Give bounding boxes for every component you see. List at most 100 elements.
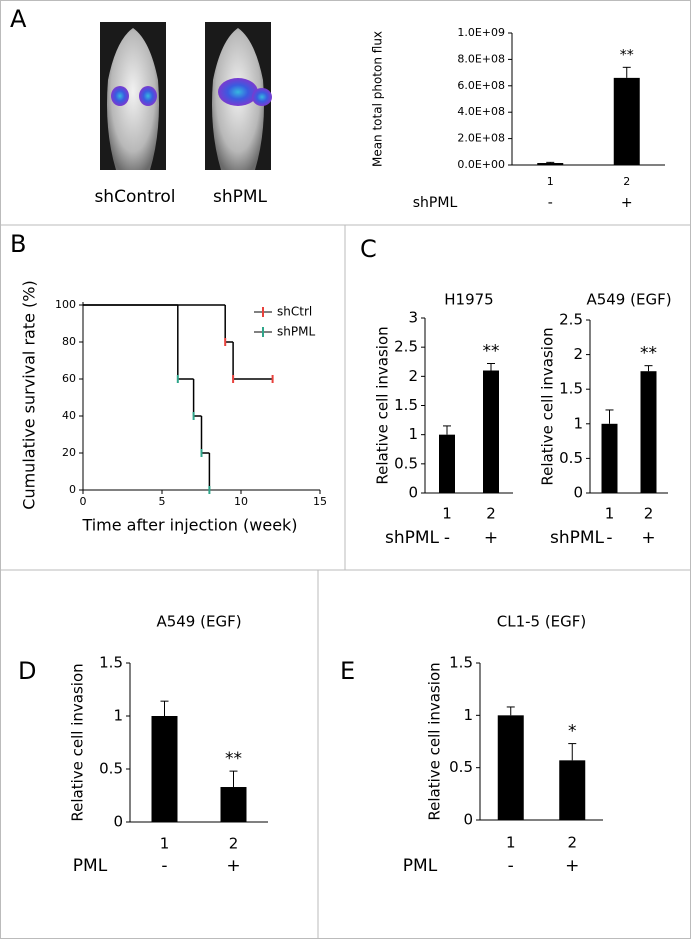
legend-label: shCtrl [277, 305, 312, 319]
x-axis-label: Time after injection (week) [81, 516, 297, 535]
y-tick-label: 2.5 [559, 311, 583, 329]
y-tick-label: 0 [463, 811, 473, 829]
panel-label: A [10, 5, 27, 33]
y-tick-label: 2 [408, 367, 418, 385]
x-tick-label: 2 [486, 505, 496, 523]
y-tick-label: 40 [62, 409, 76, 422]
group-value: + [641, 528, 655, 548]
y-tick-label: 0 [69, 483, 76, 496]
panel-label: B [10, 230, 26, 258]
group-value: - [444, 528, 450, 548]
bar [220, 787, 247, 822]
y-tick-label: 1 [463, 706, 473, 724]
x-tick-label: 15 [313, 495, 327, 508]
bar [613, 77, 640, 165]
significance: ** [225, 749, 242, 769]
group-value: + [565, 856, 579, 876]
y-tick-label: 2.5 [394, 338, 418, 356]
bar [537, 163, 564, 165]
y-axis-label: Relative cell invasion [426, 662, 444, 820]
y-tick-label: 3 [408, 309, 418, 327]
image-label: shControl [94, 187, 175, 207]
y-tick-label: 2 [573, 345, 583, 363]
legend-label: shPML [277, 325, 315, 339]
y-tick-label: 0 [573, 484, 583, 502]
y-axis-label: Mean total photon flux [371, 31, 385, 167]
y-tick-label: 1 [113, 707, 123, 725]
group-value: + [621, 195, 633, 211]
significance: ** [640, 344, 657, 364]
mouse-image [100, 22, 166, 170]
chart-title: A549 (EGF) [586, 291, 671, 309]
y-tick-label: 0.5 [559, 449, 583, 467]
y-tick-label: 1.5 [99, 654, 123, 672]
group-label: shPML [550, 528, 605, 548]
y-tick-label: 1 [573, 414, 583, 432]
group-label: PML [403, 856, 438, 876]
y-tick-label: 0.0E+00 [457, 158, 505, 171]
y-tick-label: 1.5 [449, 654, 473, 672]
x-tick-label: 5 [159, 495, 166, 508]
x-tick-label: 10 [234, 495, 248, 508]
group-label: PML [73, 856, 108, 876]
y-tick-label: 0.5 [99, 760, 123, 778]
y-tick-label: 0.5 [394, 454, 418, 472]
bar [601, 423, 618, 493]
y-tick-label: 1.5 [394, 396, 418, 414]
group-label: shPML [385, 528, 440, 548]
y-tick-label: 100 [55, 298, 76, 311]
y-tick-label: 1 [408, 425, 418, 443]
group-value: - [161, 856, 167, 876]
y-axis-label: Relative cell invasion [374, 326, 392, 484]
panel-label: D [18, 657, 36, 685]
image-label: shPML [213, 187, 268, 207]
group-value: + [226, 856, 240, 876]
y-axis-label: Relative cell invasion [69, 663, 87, 821]
x-tick-label: 1 [160, 835, 170, 853]
group-value: - [548, 195, 553, 211]
y-axis-label: Relative cell invasion [539, 327, 557, 485]
y-tick-label: 80 [62, 335, 76, 348]
bar [483, 370, 499, 493]
x-tick-label: 1 [506, 834, 516, 852]
bar [151, 716, 178, 822]
y-tick-label: 20 [62, 446, 76, 459]
x-tick-label: 2 [623, 175, 630, 188]
bar [640, 371, 657, 493]
x-tick-label: 1 [547, 175, 554, 188]
panel-label: C [360, 235, 377, 263]
bar [559, 760, 586, 820]
y-tick-label: 0.5 [449, 758, 473, 776]
bar [439, 434, 455, 493]
y-tick-label: 2.0E+08 [457, 132, 505, 145]
y-axis-label: Cumulative survival rate (%) [20, 280, 39, 509]
x-tick-label: 0 [80, 495, 87, 508]
mouse-image [205, 22, 272, 170]
y-tick-label: 0 [113, 813, 123, 831]
x-tick-label: 2 [229, 835, 239, 853]
group-label: shPML [413, 195, 458, 211]
significance: * [568, 722, 577, 742]
panel-label: E [340, 657, 355, 685]
significance: ** [620, 47, 634, 63]
y-tick-label: 0 [408, 484, 418, 502]
significance: ** [483, 342, 500, 362]
chart-title: H1975 [444, 291, 493, 309]
y-tick-label: 6.0E+08 [457, 79, 505, 92]
bar [497, 715, 524, 820]
y-tick-label: 60 [62, 372, 76, 385]
x-tick-label: 1 [442, 505, 452, 523]
group-value: + [484, 528, 498, 548]
y-tick-label: 1.0E+09 [457, 26, 505, 39]
y-tick-label: 4.0E+08 [457, 105, 505, 118]
chart-title: CL1-5 (EGF) [497, 613, 587, 631]
y-tick-label: 8.0E+08 [457, 52, 505, 65]
group-value: - [606, 528, 612, 548]
x-tick-label: 1 [605, 505, 615, 523]
y-tick-label: 1.5 [559, 380, 583, 398]
group-value: - [508, 856, 514, 876]
x-tick-label: 2 [644, 505, 654, 523]
chart-title: A549 (EGF) [156, 613, 241, 631]
x-tick-label: 2 [567, 834, 577, 852]
